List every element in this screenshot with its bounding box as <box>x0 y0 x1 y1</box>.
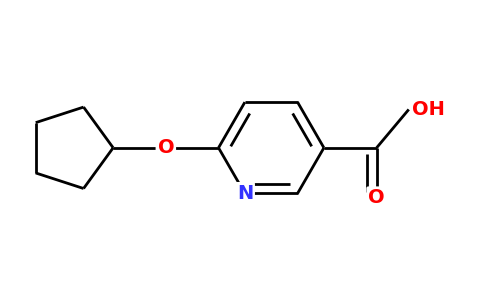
Text: O: O <box>157 138 174 157</box>
Text: OH: OH <box>412 100 445 119</box>
Text: N: N <box>237 184 253 203</box>
Text: O: O <box>368 188 385 207</box>
